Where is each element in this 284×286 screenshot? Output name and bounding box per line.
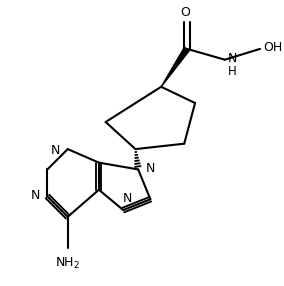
Text: N: N [51, 144, 60, 157]
Text: N: N [146, 162, 155, 174]
Text: N: N [123, 192, 132, 205]
Text: N: N [228, 52, 237, 65]
Text: OH: OH [263, 41, 283, 54]
Text: O: O [181, 5, 191, 19]
Text: N: N [30, 189, 40, 202]
Text: NH$_2$: NH$_2$ [55, 256, 80, 271]
Polygon shape [161, 47, 189, 87]
Text: H: H [228, 65, 237, 78]
